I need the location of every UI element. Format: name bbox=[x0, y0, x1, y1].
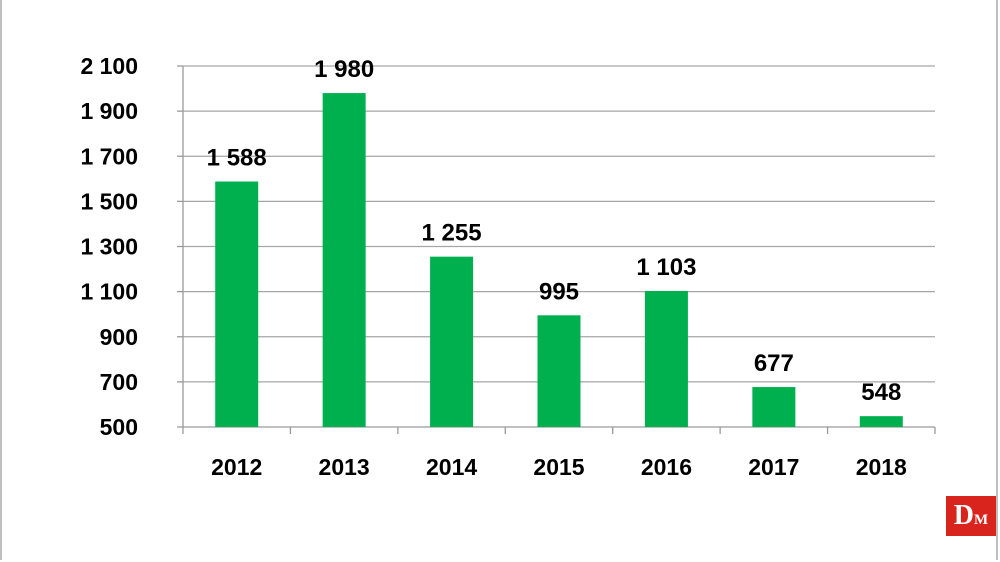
bar-2018 bbox=[859, 416, 903, 427]
y-tick-label: 1 300 bbox=[80, 234, 138, 260]
bar-2015 bbox=[537, 315, 581, 427]
data-label-2016: 1 103 bbox=[636, 254, 696, 281]
data-label-2015: 995 bbox=[539, 278, 579, 305]
logo-letter-small: M bbox=[974, 511, 989, 528]
y-tick-label: 700 bbox=[100, 369, 138, 395]
y-tick-label: 1 500 bbox=[80, 188, 138, 214]
x-tick-label-2016: 2016 bbox=[641, 454, 692, 480]
data-label-2014: 1 255 bbox=[422, 220, 482, 247]
bar-2017 bbox=[752, 387, 796, 427]
logo-letter-big: D bbox=[953, 500, 975, 531]
y-tick-label: 1 100 bbox=[80, 279, 138, 305]
x-tick-label-2015: 2015 bbox=[533, 454, 584, 480]
x-tick-label-2017: 2017 bbox=[748, 454, 799, 480]
dm-logo: D M bbox=[946, 496, 996, 536]
x-tick-label-2014: 2014 bbox=[426, 454, 477, 480]
bar-2016 bbox=[644, 290, 688, 427]
bar-2014 bbox=[430, 256, 474, 427]
y-tick-label: 1 700 bbox=[80, 143, 138, 169]
y-tick-label: 500 bbox=[100, 414, 138, 440]
data-label-2018: 548 bbox=[861, 379, 901, 406]
y-tick-label: 2 100 bbox=[80, 53, 138, 79]
x-tick-label-2018: 2018 bbox=[856, 454, 907, 480]
bar-2013 bbox=[322, 93, 366, 427]
data-label-2013: 1 980 bbox=[314, 56, 374, 83]
x-tick-label-2013: 2013 bbox=[319, 454, 370, 480]
y-tick-label: 900 bbox=[100, 324, 138, 350]
x-tick-label-2012: 2012 bbox=[211, 454, 262, 480]
data-label-2017: 677 bbox=[754, 350, 794, 377]
data-label-2012: 1 588 bbox=[207, 145, 267, 172]
bar-2012 bbox=[215, 181, 259, 427]
y-tick-label: 1 900 bbox=[80, 98, 138, 124]
